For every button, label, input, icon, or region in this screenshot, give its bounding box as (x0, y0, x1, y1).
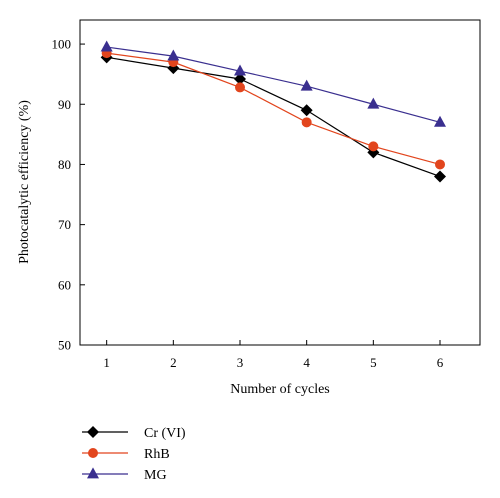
data-point-rhb (368, 141, 379, 152)
y-axis-title: Photocatalytic efficiency (%) (17, 100, 32, 264)
legend-marker-rhb (88, 448, 98, 458)
x-axis-ticks: 1 2 3 4 5 6 (103, 340, 444, 370)
data-point-cr-vi (300, 104, 313, 117)
data-point-cr-vi (234, 72, 246, 85)
series-markers (100, 40, 446, 183)
data-point-mg (167, 49, 180, 61)
y-tick-label: 70 (58, 217, 71, 232)
x-tick-label: 3 (237, 355, 244, 370)
data-point-rhb (235, 82, 245, 93)
series-lines (106, 46, 441, 178)
x-tick-label: 6 (437, 355, 444, 370)
data-point-mg (234, 64, 246, 76)
x-tick-label: 1 (103, 355, 110, 370)
x-axis-title: Number of cycles (230, 382, 330, 397)
plot-frame (79, 19, 481, 346)
series-line-rhb (106, 52, 441, 166)
legend-label-rhb: RhB (144, 447, 170, 462)
x-tick-label: 2 (170, 355, 177, 370)
x-tick-label: 4 (303, 355, 310, 370)
data-point-mg (100, 40, 113, 52)
legend-label-mg: MG (144, 468, 167, 483)
data-point-mg (367, 97, 380, 109)
data-point-cr-vi (434, 170, 446, 183)
data-point-mg (300, 79, 313, 91)
legend-marker-mg (87, 467, 99, 479)
y-tick-label: 60 (58, 277, 71, 292)
legend: Cr (VI) RhB MG (82, 426, 186, 483)
legend-marker-cr-vi (87, 426, 99, 438)
y-tick-label: 80 (58, 157, 71, 172)
series-line-cr-vi (106, 56, 441, 178)
series-line-mg (106, 46, 441, 123)
y-tick-label: 50 (58, 338, 71, 353)
y-axis-ticks: 50 60 70 80 90 100 (52, 37, 85, 353)
data-point-rhb (435, 159, 445, 170)
y-tick-label: 100 (52, 37, 72, 52)
legend-label-cr-vi: Cr (VI) (144, 426, 186, 441)
y-tick-label: 90 (58, 97, 71, 112)
data-point-rhb (301, 117, 312, 128)
data-point-mg (434, 115, 446, 127)
x-tick-label: 5 (370, 355, 377, 370)
